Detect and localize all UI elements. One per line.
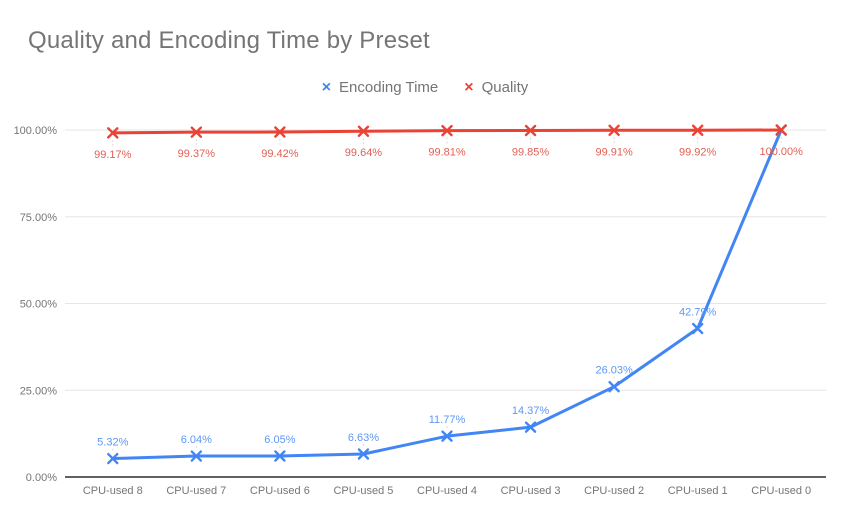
data-point-marker-encoding-time (357, 448, 370, 460)
data-point-marker-encoding-time (107, 452, 119, 465)
data-label-encoding-time: 11.77% (429, 414, 466, 426)
data-point-marker-quality (524, 124, 537, 137)
data-point-marker-quality (691, 124, 704, 136)
data-label-quality: 99.81% (428, 147, 466, 159)
y-axis-tick-label: 25.00% (20, 385, 58, 397)
y-axis-tick-label: 75.00% (20, 212, 58, 224)
data-point-marker-quality (441, 124, 453, 137)
data-label-encoding-time: 26.03% (595, 365, 633, 377)
data-point-marker-encoding-time (691, 322, 704, 335)
data-point-marker-encoding-time (524, 421, 537, 433)
data-label-quality: 100.00% (760, 146, 804, 158)
x-axis-category-label: CPU-used 2 (584, 485, 644, 497)
legend-label-encoding-time: Encoding Time (339, 79, 439, 96)
data-label-quality: 99.17% (94, 149, 132, 161)
data-label-encoding-time: 5.32% (97, 437, 128, 449)
x-axis-category-label: CPU-used 6 (250, 485, 310, 497)
data-point-marker-quality (190, 126, 203, 138)
data-point-marker-quality (107, 127, 119, 139)
y-axis-tick-label: 0.00% (26, 472, 57, 484)
data-point-marker-encoding-time (608, 380, 620, 393)
x-axis-category-label: CPU-used 1 (668, 485, 728, 497)
data-label-quality: 99.91% (595, 146, 633, 158)
data-point-marker-quality (357, 125, 370, 137)
data-label-encoding-time: 14.37% (512, 405, 550, 417)
x-axis-category-label: CPU-used 3 (501, 485, 561, 497)
data-label-quality: 99.42% (261, 148, 299, 160)
legend-label-quality: Quality (481, 79, 529, 96)
data-label-quality: 99.64% (345, 147, 383, 159)
data-point-marker-quality (775, 124, 787, 136)
data-point-marker-encoding-time (274, 450, 286, 462)
data-label-quality: 99.85% (512, 147, 550, 159)
legend: Encoding Time Quality (0, 79, 850, 96)
data-point-marker-quality (608, 124, 620, 137)
x-axis-category-label: CPU-used 8 (83, 485, 143, 497)
data-label-encoding-time: 6.04% (181, 434, 212, 446)
data-label-encoding-time: 6.05% (264, 434, 295, 446)
y-axis-tick-label: 100.00% (14, 125, 58, 137)
series-line-encoding-time (111, 128, 783, 461)
legend-item-quality: Quality (464, 79, 529, 96)
x-axis-category-label: CPU-used 5 (333, 485, 393, 497)
data-point-marker-encoding-time (190, 450, 203, 462)
data-label-encoding-time: 42.79% (679, 307, 717, 319)
x-axis-category-label: CPU-used 0 (751, 485, 811, 497)
chart-title: Quality and Encoding Time by Preset (28, 27, 430, 54)
x-axis-category-label: CPU-used 4 (417, 485, 477, 497)
data-label-quality: 99.92% (679, 146, 717, 158)
x-axis-category-label: CPU-used 7 (166, 485, 226, 497)
y-axis-tick-label: 50.00% (20, 299, 58, 311)
data-point-marker-quality (274, 126, 286, 138)
data-point-marker-encoding-time (441, 430, 453, 442)
legend-item-encoding-time: Encoding Time (322, 79, 439, 96)
data-label-encoding-time: 6.63% (348, 432, 379, 444)
data-label-quality: 99.37% (178, 148, 216, 160)
